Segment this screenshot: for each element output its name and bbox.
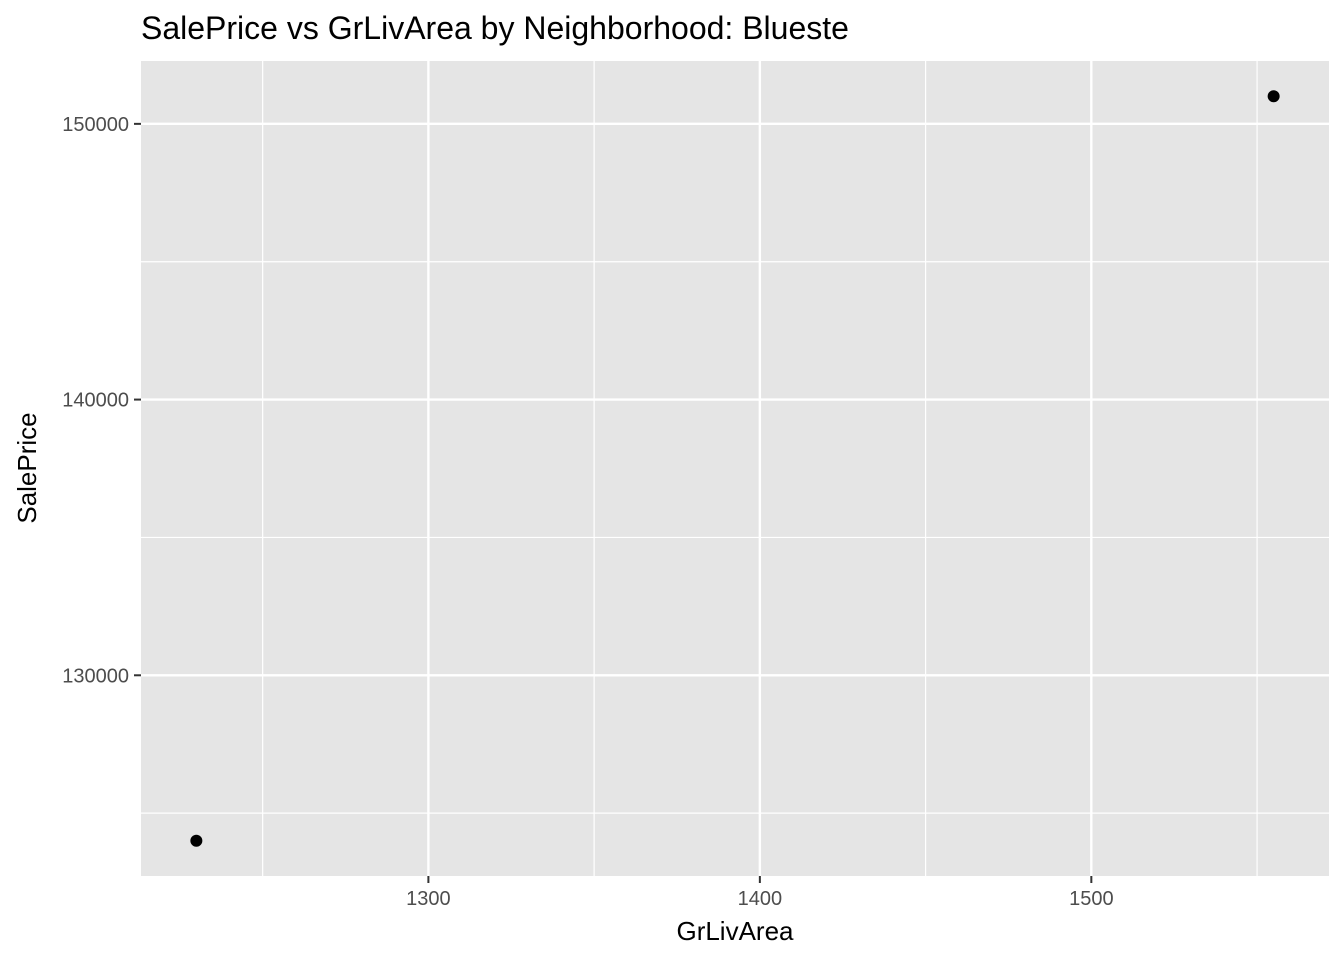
- plot-panel: [141, 61, 1329, 876]
- y-axis-title: SalePrice: [12, 412, 42, 523]
- x-tick-label: 1400: [738, 888, 783, 910]
- minor-grid: [141, 61, 1329, 876]
- y-tick-label: 140000: [62, 390, 129, 412]
- y-tick-label: 150000: [62, 114, 129, 136]
- data-point: [1267, 90, 1280, 103]
- x-axis-title: GrLivArea: [676, 916, 794, 946]
- x-tick-label: 1500: [1069, 888, 1114, 910]
- x-tick-label: 1300: [406, 888, 451, 910]
- y-tick-label: 130000: [62, 665, 129, 687]
- data-point: [190, 834, 203, 847]
- points-layer: [190, 90, 1280, 847]
- chart-title: SalePrice vs GrLivArea by Neighborhood: …: [141, 10, 849, 46]
- major-grid: [141, 61, 1329, 876]
- x-axis: 1300 1400 1500: [406, 876, 1114, 910]
- y-axis: 130000 140000 150000: [62, 114, 141, 687]
